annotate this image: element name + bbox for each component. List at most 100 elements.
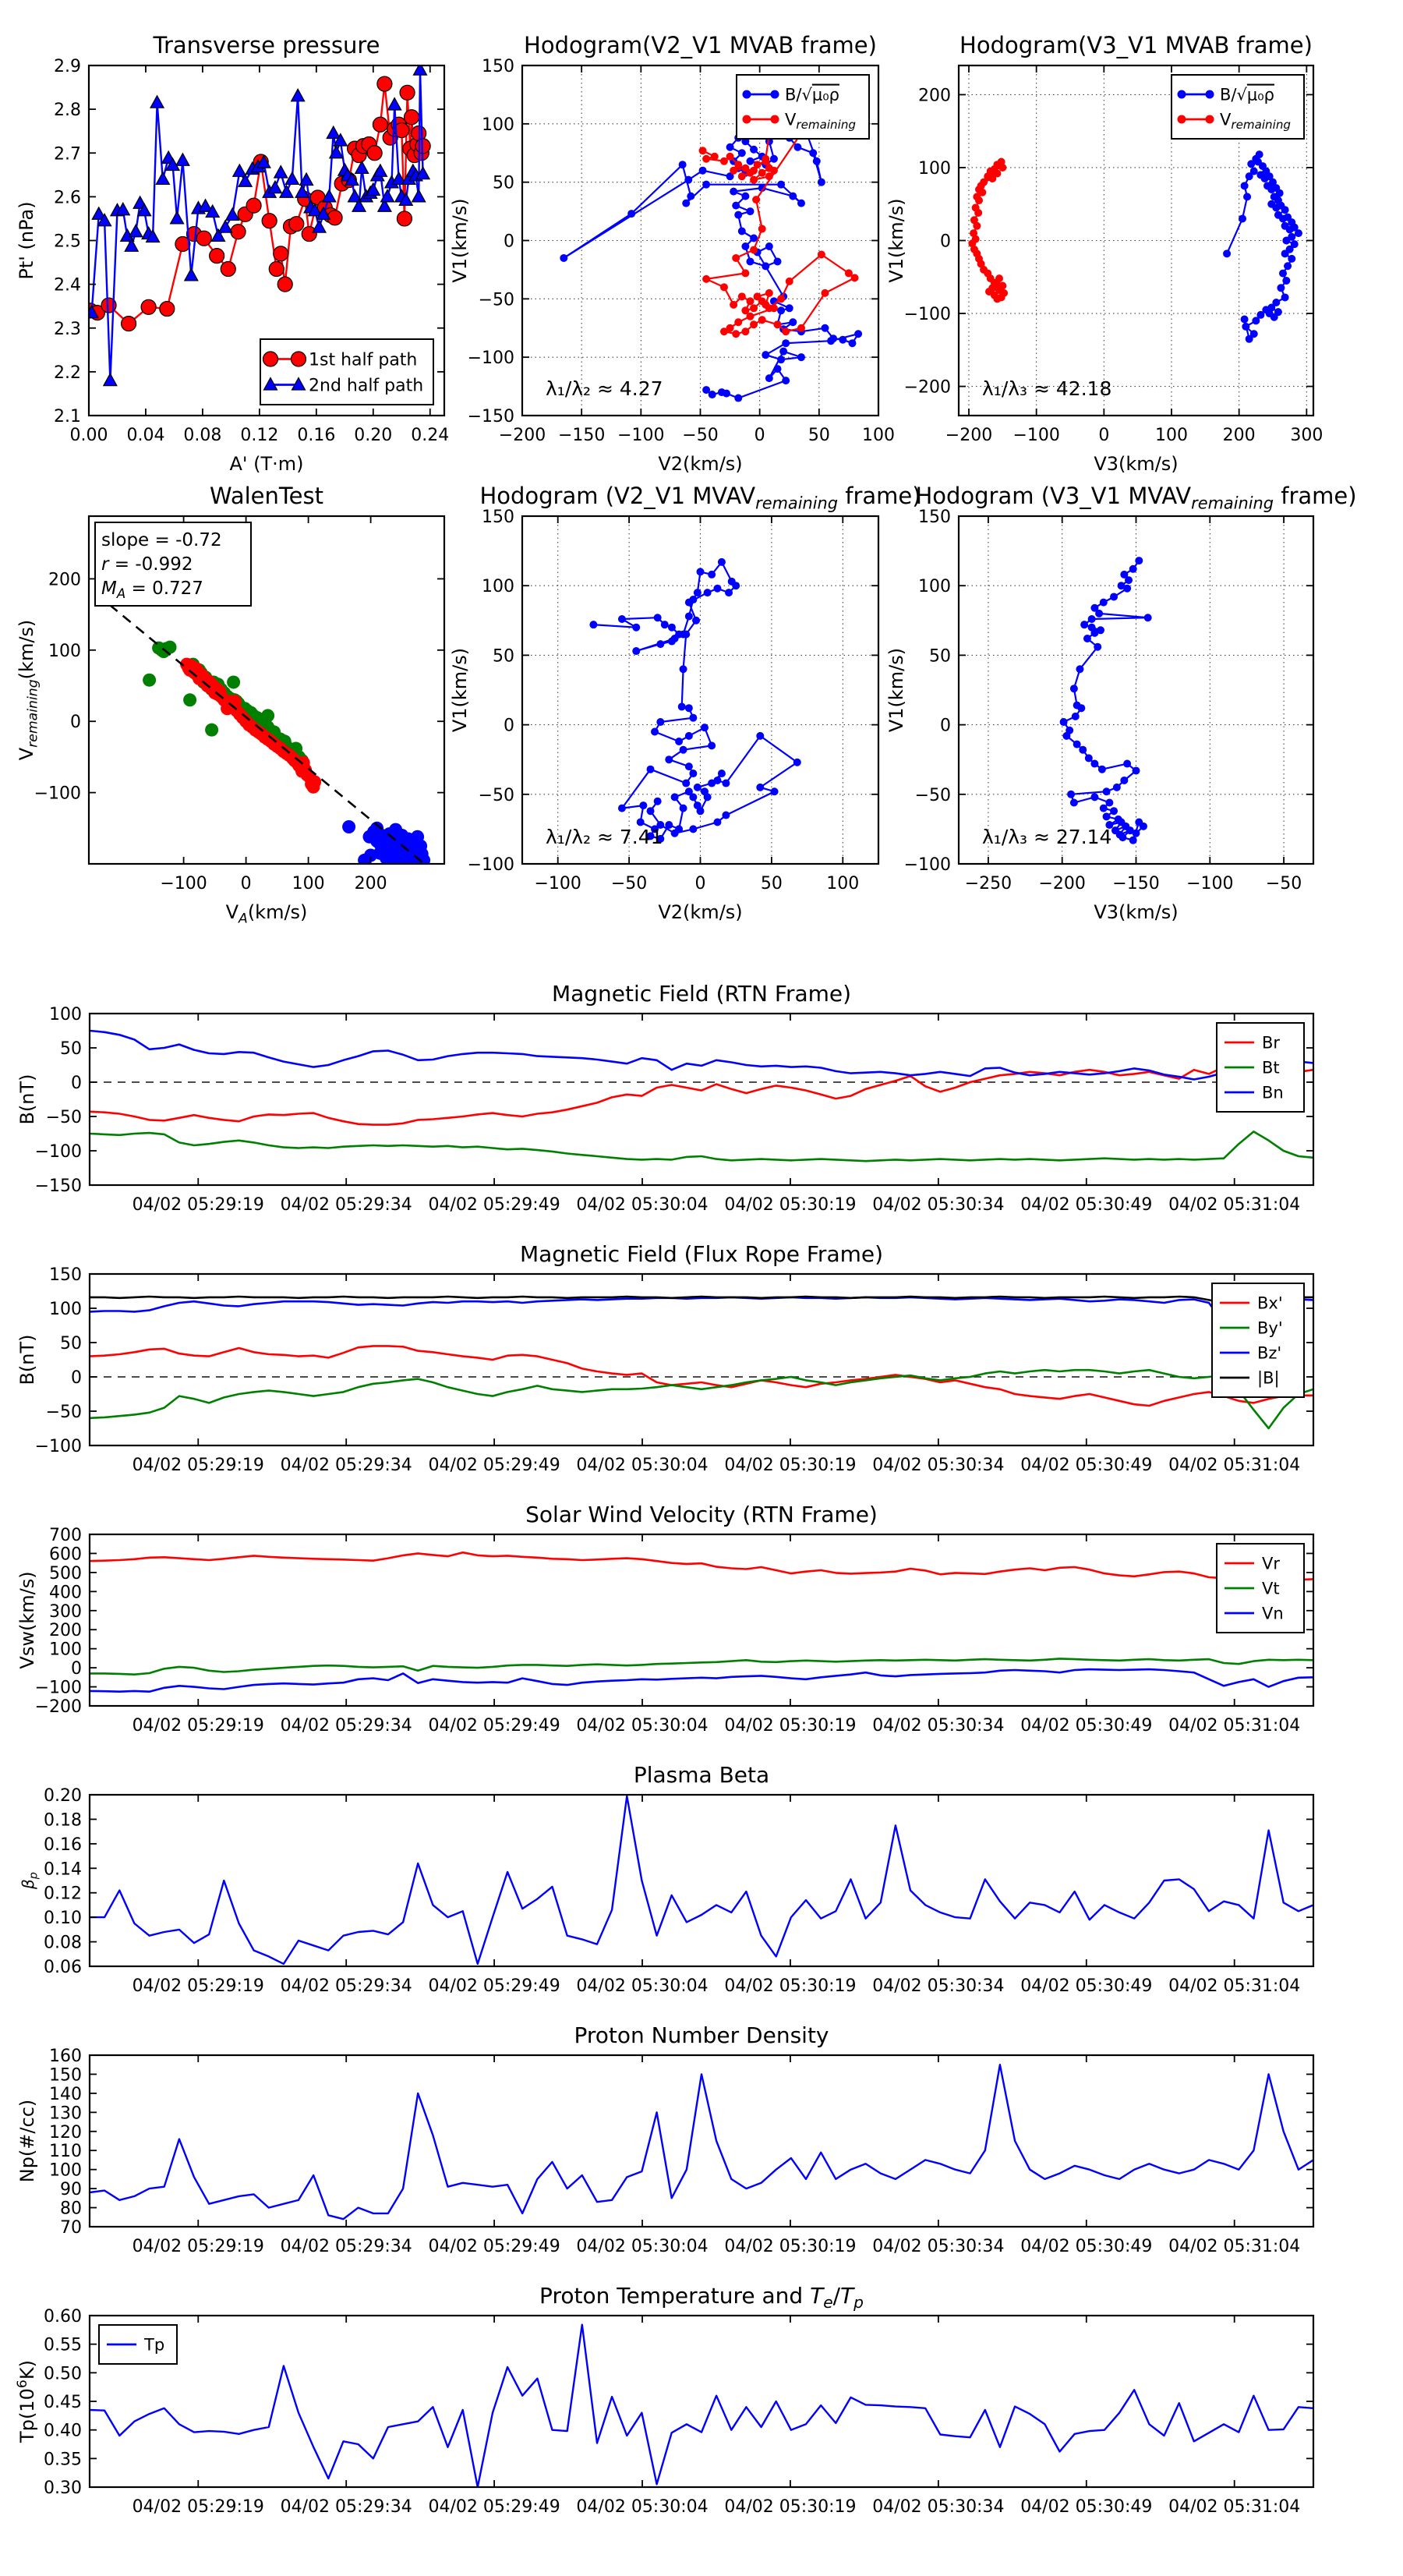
vsw-rtn-series-Vr (90, 1551, 1313, 1583)
y-tick-label: 150 (49, 1265, 82, 1285)
x-tick-label: 04/02 05:29:49 (429, 1976, 560, 1996)
y-tick-label: 0 (504, 232, 514, 252)
y-tick-label: 2.9 (54, 57, 81, 76)
y-tick-label: 400 (49, 1583, 82, 1602)
y-tick-label: 0 (71, 1074, 82, 1093)
x-tick-label: 04/02 05:30:34 (872, 2497, 1004, 2517)
y-tick-label: 110 (49, 2142, 82, 2161)
y-tick-label: 90 (60, 2180, 82, 2199)
proton-density-series-Np (90, 2064, 1313, 2220)
y-tick-label: 0.08 (44, 1934, 82, 1953)
x-tick-label: 04/02 05:29:49 (429, 1456, 560, 1475)
x-tick-label: 04/02 05:29:34 (281, 1195, 412, 1215)
y-tick-label: 0 (71, 1659, 82, 1679)
chart-vsw-rtn: 04/02 05:29:19 04/02 05:29:34 04/02 05:29:… (16, 1502, 1315, 1736)
x-tick-label: −200 (945, 426, 992, 445)
y-tick-label: 2.4 (54, 276, 81, 295)
y-tick-label: 700 (49, 1526, 82, 1545)
x-tick-label: 04/02 05:29:34 (281, 1716, 412, 1736)
y-tick-label: −100 (35, 1679, 82, 1698)
proton-density-title: Proton Number Density (574, 2022, 829, 2048)
x-tick-label: 0.24 (411, 426, 449, 445)
x-tick-label: 04/02 05:30:19 (724, 1976, 856, 1996)
x-tick-label: 0.20 (354, 426, 392, 445)
x-tick-label: 0 (695, 874, 706, 893)
walen-test-ylabel: Vremaining(km/s) (16, 620, 41, 761)
y-tick-label: −50 (479, 290, 514, 310)
y-tick-label: 100 (918, 577, 951, 596)
x-tick-label: −100 (534, 874, 581, 893)
y-tick-label: 100 (482, 115, 514, 135)
x-tick-label: 04/02 05:30:34 (872, 1716, 1004, 1736)
x-tick-label: −100 (160, 874, 207, 893)
chart-hodogram-v3v1-mvab: −200 −100 0 100 200 300 −200 −100 0 100 200 Hodogra… (885, 32, 1323, 475)
x-tick-label: 04/02 05:30:34 (872, 1456, 1004, 1475)
hodogram-v3v1-mvav-title: Hodogram (V3_V1 MVAVremaining frame) (915, 483, 1356, 512)
y-tick-label: −100 (904, 305, 951, 324)
x-tick-label: 04/02 05:30:04 (576, 1456, 708, 1475)
x-tick-label: −50 (682, 426, 718, 445)
hodogram-v3v1-mvab-xlabel: V3(km/s) (1094, 453, 1178, 475)
x-tick-label: 04/02 05:29:49 (429, 2237, 560, 2256)
x-tick-label: 04/02 05:30:49 (1020, 1456, 1152, 1475)
x-tick-label: 100 (292, 874, 325, 893)
y-tick-label: 0.18 (44, 1810, 82, 1830)
x-tick-label: 50 (761, 874, 783, 893)
x-tick-label: 04/02 05:29:34 (281, 2497, 412, 2517)
y-tick-label: 50 (493, 646, 514, 666)
transverse-pressure-ylabel: Pt' (nPa) (16, 201, 37, 279)
y-tick-label: 0.60 (44, 2307, 82, 2327)
y-tick-label: 100 (48, 642, 81, 661)
proton-density-ylabel: Np(#/cc) (16, 2100, 38, 2183)
x-tick-label: 0.00 (70, 426, 108, 445)
x-tick-label: 04/02 05:29:49 (429, 1716, 560, 1736)
y-tick-label: 120 (49, 2123, 82, 2143)
hodogram-v2v1-mvab-ylabel: V1(km/s) (449, 198, 471, 282)
x-tick-label: 04/02 05:30:04 (576, 2497, 708, 2517)
y-tick-label: −50 (915, 786, 951, 805)
walen-test-xlabel: VA(km/s) (226, 901, 308, 926)
y-tick-label: 0.06 (44, 1958, 82, 1977)
x-tick-label: 04/02 05:29:49 (429, 2497, 560, 2517)
y-tick-label: 0.10 (44, 1909, 82, 1928)
y-tick-label: 50 (493, 174, 514, 193)
transverse-pressure-xlabel: A' (T·m) (229, 453, 303, 475)
chart-hodogram-v2v1-mvab: −200 −150 −100 −50 0 50 100−150−100−5005010015… (449, 32, 895, 475)
legend-label: B/√μ₀ρ (1220, 86, 1274, 104)
hodogram-v2v1-mvab-xlabel: V2(km/s) (658, 453, 742, 475)
x-tick-label: 100 (826, 874, 859, 893)
legend-label: 2nd half path (309, 376, 423, 395)
x-tick-label: 04/02 05:30:19 (724, 1195, 856, 1215)
y-tick-label: 500 (49, 1564, 82, 1583)
vsw-rtn-series-Vn (90, 1668, 1313, 1693)
x-tick-label: 0.12 (240, 426, 278, 445)
y-tick-label: 150 (49, 2065, 82, 2085)
y-tick-label: 2.5 (54, 232, 81, 252)
vsw-rtn-legend: Vr Vt Vn (1216, 1543, 1305, 1633)
y-tick-label: 100 (918, 159, 951, 179)
chart-transverse-pressure: 0.00 0.04 0.08 0.12 0.16 0.20 0.24 2.1 2.2 2.3 2.4… (16, 32, 449, 475)
walen-test-title: WalenTest (210, 483, 323, 509)
x-tick-label: 04/02 05:30:19 (724, 1456, 856, 1475)
x-tick-label: 04/02 05:30:19 (724, 1716, 856, 1736)
x-tick-label: 04/02 05:29:19 (133, 1195, 264, 1215)
b-flux-rope-title: Magnetic Field (Flux Rope Frame) (520, 1241, 883, 1267)
b-rtn-series-Bt (90, 1131, 1313, 1162)
plasma-beta-title: Plasma Beta (634, 1762, 769, 1788)
stats-line: slope = -0.72 (101, 530, 222, 550)
vsw-rtn-title: Solar Wind Velocity (RTN Frame) (525, 1502, 878, 1527)
hodogram-v2v1-mvab-title: Hodogram(V2_V1 MVAB frame) (524, 32, 877, 58)
b-flux-rope-series-Bx' (90, 1345, 1313, 1407)
y-tick-label: 0 (940, 232, 951, 252)
x-tick-label: 04/02 05:29:19 (133, 1456, 264, 1475)
hodogram-v3v1-mvab-legend: B/√μ₀ρ Vremaining (1171, 74, 1305, 140)
proton-temperature-series-Tp (90, 2323, 1313, 2487)
legend-label: Tp (143, 2336, 164, 2355)
vsw-rtn-ylabel: Vsw(km/s) (16, 1571, 38, 1668)
y-tick-label: −150 (35, 1177, 82, 1196)
x-tick-label: 04/02 05:30:04 (576, 1195, 708, 1215)
transverse-pressure-legend: 1st half path 2nd half path (260, 338, 434, 405)
x-tick-label: −100 (1012, 426, 1059, 445)
fit-line (95, 593, 426, 864)
x-tick-label: 0 (1098, 426, 1109, 445)
